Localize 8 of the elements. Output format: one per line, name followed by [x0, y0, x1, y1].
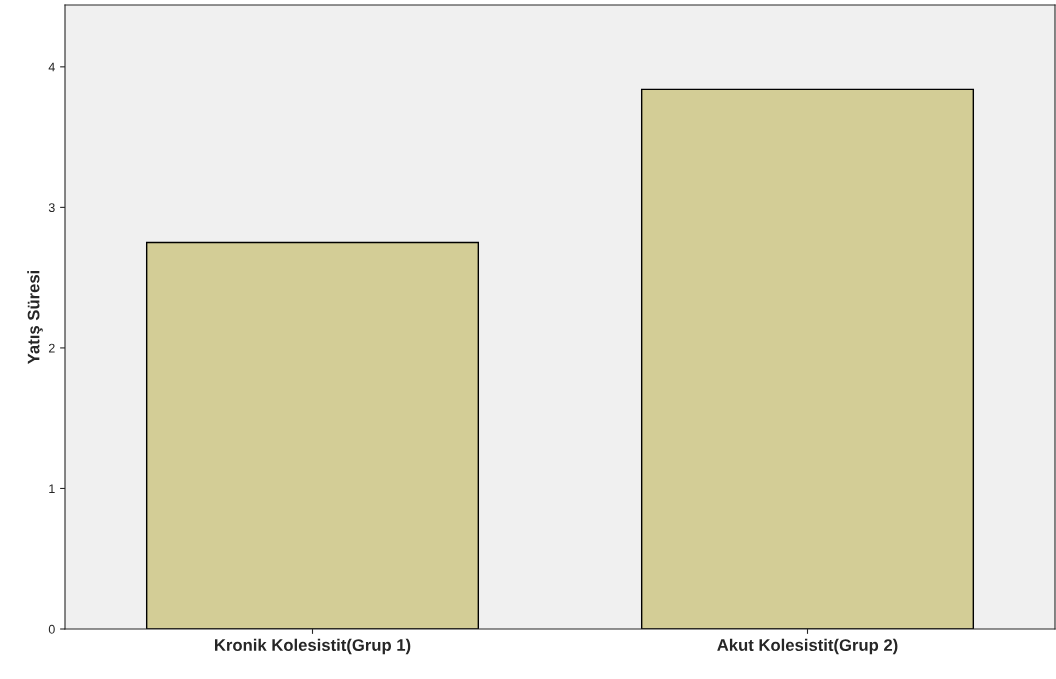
y-tick-label: 4: [48, 62, 55, 72]
y-tick-label: 3: [48, 203, 55, 213]
x-tick-label: Akut Kolesistit(Grup 2): [717, 638, 898, 655]
y-tick-label: 0: [48, 624, 55, 634]
y-axis-title: Yatış Süresi: [27, 270, 43, 364]
x-tick-label: Kronik Kolesistit(Grup 1): [215, 638, 411, 655]
y-tick-label: 2: [48, 343, 55, 353]
y-tick-label: 1: [49, 484, 55, 493]
